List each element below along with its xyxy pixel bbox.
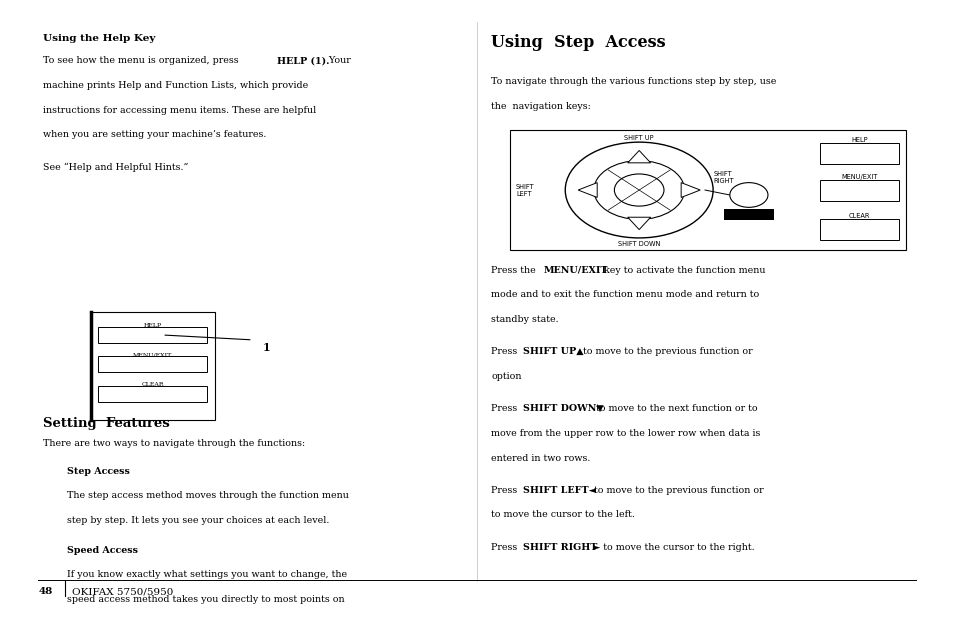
Text: ENTER: ENTER (739, 211, 758, 217)
Text: The step access method moves through the function menu: The step access method moves through the… (67, 491, 348, 501)
Text: To navigate through the various functions step by step, use: To navigate through the various function… (491, 77, 776, 87)
Text: MENU/EXIT: MENU/EXIT (543, 266, 608, 275)
Text: See “Help and Helpful Hints.”: See “Help and Helpful Hints.” (43, 163, 188, 172)
Text: OKIFAX 5750/5950: OKIFAX 5750/5950 (71, 587, 172, 596)
Text: move from the upper row to the lower row when data is: move from the upper row to the lower row… (491, 429, 760, 438)
Text: If you know exactly what settings you want to change, the: If you know exactly what settings you wa… (67, 570, 347, 580)
Text: option: option (491, 372, 521, 381)
Text: MENU/EXIT: MENU/EXIT (841, 174, 877, 180)
Text: SHIFT
LEFT: SHIFT LEFT (516, 184, 535, 197)
Text: ► to move the cursor to the right.: ► to move the cursor to the right. (589, 543, 754, 552)
Text: Using  Step  Access: Using Step Access (491, 34, 665, 51)
Text: Setting  Features: Setting Features (43, 417, 170, 430)
Text: SHIFT RIGHT: SHIFT RIGHT (522, 543, 597, 552)
Text: to move to the previous function or: to move to the previous function or (587, 486, 762, 495)
Ellipse shape (614, 174, 663, 206)
Text: Step Access: Step Access (67, 467, 130, 476)
Text: Using the Help Key: Using the Help Key (43, 34, 155, 43)
Text: speed access method takes you directly to most points on: speed access method takes you directly t… (67, 595, 344, 604)
Text: 1: 1 (262, 342, 270, 353)
Text: step by step. It lets you see your choices at each level.: step by step. It lets you see your choic… (67, 516, 329, 525)
Text: MENU/EXIT: MENU/EXIT (132, 352, 172, 357)
Text: SHIFT UP▲: SHIFT UP▲ (522, 347, 582, 357)
Text: SHIFT DOWN▼: SHIFT DOWN▼ (522, 404, 603, 413)
Text: Press: Press (491, 486, 520, 495)
Text: Press: Press (491, 543, 520, 552)
Text: to move to the previous function or: to move to the previous function or (579, 347, 752, 357)
Bar (91, 312, 214, 420)
Ellipse shape (564, 142, 712, 238)
Text: SHIFT UP: SHIFT UP (623, 135, 654, 141)
Text: to move to the next function or to: to move to the next function or to (593, 404, 758, 413)
Text: SHIFT
RIGHT: SHIFT RIGHT (713, 171, 734, 184)
Bar (98, 327, 207, 343)
Circle shape (729, 182, 767, 208)
Bar (820, 143, 898, 164)
Text: standby state.: standby state. (491, 315, 558, 324)
Text: Press the: Press the (491, 266, 538, 275)
Text: entered in two rows.: entered in two rows. (491, 454, 590, 463)
Text: SHIFT DOWN: SHIFT DOWN (618, 241, 659, 247)
Bar (98, 386, 207, 402)
Text: when you are setting your machine’s features.: when you are setting your machine’s feat… (43, 130, 266, 140)
Polygon shape (627, 217, 650, 229)
Bar (98, 356, 207, 372)
Text: machine prints Help and Function Lists, which provide: machine prints Help and Function Lists, … (43, 81, 308, 90)
Text: To see how the menu is organized, press: To see how the menu is organized, press (43, 56, 241, 66)
Text: Press: Press (491, 404, 520, 413)
Text: Speed Access: Speed Access (67, 546, 137, 555)
Text: Press: Press (491, 347, 520, 357)
Text: to move the cursor to the left.: to move the cursor to the left. (491, 510, 635, 520)
Ellipse shape (593, 161, 683, 219)
Text: 48: 48 (38, 587, 52, 596)
Text: HELP: HELP (850, 137, 867, 143)
Polygon shape (680, 182, 700, 198)
Bar (820, 219, 898, 240)
Text: HELP: HELP (144, 323, 161, 328)
Text: HELP (1).: HELP (1). (276, 56, 329, 66)
Text: mode and to exit the function menu mode and return to: mode and to exit the function menu mode … (491, 290, 759, 300)
Bar (820, 180, 898, 201)
Text: SHIFT LEFT◄: SHIFT LEFT◄ (522, 486, 595, 495)
Polygon shape (578, 182, 597, 198)
Bar (510, 130, 905, 250)
Text: CLEAR: CLEAR (141, 382, 164, 387)
Text: CLEAR: CLEAR (848, 213, 869, 219)
Text: instructions for accessing menu items. These are helpful: instructions for accessing menu items. T… (43, 106, 315, 115)
Bar (723, 208, 773, 220)
Text: Your: Your (326, 56, 351, 66)
Text: There are two ways to navigate through the functions:: There are two ways to navigate through t… (43, 439, 305, 449)
Text: key to activate the function menu: key to activate the function menu (600, 266, 764, 275)
Text: the  navigation keys:: the navigation keys: (491, 102, 591, 111)
Polygon shape (627, 150, 650, 163)
